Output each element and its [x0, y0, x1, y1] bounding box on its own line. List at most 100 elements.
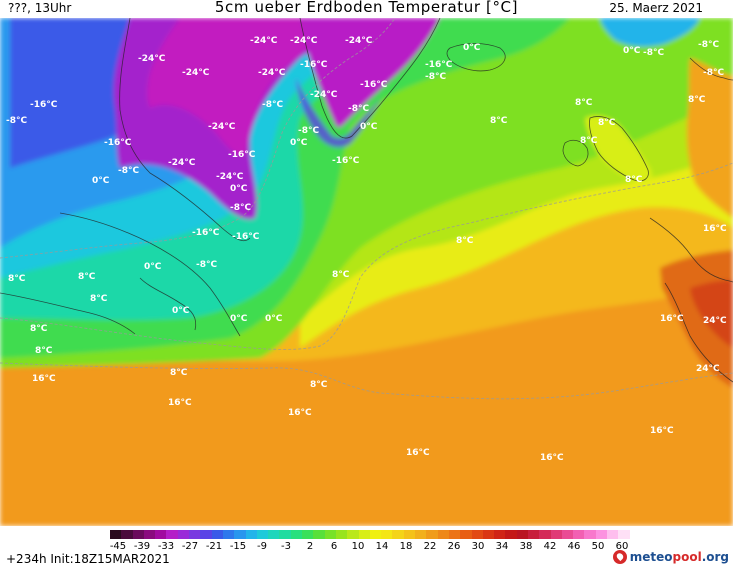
- temperature-label: 8°C: [78, 272, 96, 282]
- brand-part-pool: pool: [672, 550, 702, 564]
- temperature-label: 16°C: [650, 426, 674, 436]
- map-canvas: [0, 18, 733, 526]
- coast-scandinavia: [689, 57, 733, 81]
- legend-swatch: [313, 530, 325, 539]
- legend-tick: 22: [423, 541, 437, 552]
- coast-newfoundland: [139, 277, 197, 331]
- temperature-label: -16°C: [30, 100, 58, 110]
- temperature-label: 8°C: [688, 95, 706, 105]
- legend-swatch: [607, 530, 619, 539]
- temperature-label: 8°C: [456, 236, 474, 246]
- legend-swatch: [482, 530, 495, 539]
- temperature-label: -16°C: [300, 60, 328, 70]
- temperature-label: -8°C: [698, 40, 720, 50]
- legend-swatch: [132, 530, 144, 539]
- temperature-label: -24°C: [345, 36, 373, 46]
- legend-tick: 2: [306, 541, 314, 552]
- temperature-label: 16°C: [406, 448, 430, 458]
- temperature-label: 24°C: [703, 316, 727, 326]
- temperature-label: 0°C: [230, 184, 248, 194]
- legend-swatch: [121, 530, 133, 539]
- legend-swatch: [200, 530, 212, 539]
- temperature-label: 0°C: [265, 314, 283, 324]
- legend-tick: -33: [157, 541, 175, 552]
- temperature-label: -24°C: [310, 90, 338, 100]
- zone-british-isles: [585, 115, 652, 183]
- legend-tick: 10: [351, 541, 365, 552]
- temperature-label: -24°C: [290, 36, 318, 46]
- legend-swatch: [550, 530, 562, 539]
- temperature-label: -16°C: [228, 150, 256, 160]
- legend-swatch: [268, 530, 280, 539]
- coast-baffin: [119, 18, 251, 242]
- legend-tick: -9: [257, 541, 267, 552]
- temperature-label: -24°C: [168, 158, 196, 168]
- legend-swatch: [403, 530, 416, 539]
- legend-swatch: [448, 530, 461, 539]
- legend-swatch: [369, 530, 382, 539]
- legend-swatch: [143, 530, 156, 539]
- legend-swatch: [335, 530, 348, 539]
- temperature-label: -24°C: [258, 68, 286, 78]
- temperature-label: 16°C: [168, 398, 192, 408]
- temperature-label: 8°C: [625, 175, 643, 185]
- map-title: 5cm ueber Erdboden Temperatur [°C]: [214, 0, 519, 16]
- legend-swatch: [234, 530, 246, 539]
- legend-tick: -15: [229, 541, 247, 552]
- temperature-label: 0°C: [290, 138, 308, 148]
- legend-swatch: [516, 530, 528, 539]
- coast-britain: [589, 116, 649, 182]
- temperature-label: 8°C: [30, 324, 48, 334]
- legend-swatch: [211, 530, 223, 539]
- zone-magenta: [147, 18, 320, 155]
- legend-tick: 14: [375, 541, 389, 552]
- temperature-label: 16°C: [540, 453, 564, 463]
- temperature-label: 16°C: [703, 224, 727, 234]
- isotherm-8: [0, 162, 733, 350]
- legend-swatch: [392, 530, 404, 539]
- legend-tick: -21: [205, 541, 223, 552]
- coastlines: [0, 18, 733, 383]
- init-time-label: +234h Init:18Z15MAR2021: [6, 552, 170, 566]
- legend-swatch: [415, 530, 427, 539]
- legend-tick: -3: [281, 541, 291, 552]
- legend-swatch: [381, 530, 393, 539]
- legend-swatch: [155, 530, 167, 539]
- temperature-label: 8°C: [580, 136, 598, 146]
- legend-swatch: [584, 530, 596, 539]
- temperature-label: -16°C: [104, 138, 132, 148]
- temperature-label: 24°C: [696, 364, 720, 374]
- zone-greenland-coast: [296, 78, 382, 148]
- legend-swatch: [527, 530, 540, 539]
- legend-tick: 18: [399, 541, 413, 552]
- temperature-label: 0°C: [623, 46, 641, 56]
- temperature-label: -8°C: [262, 100, 284, 110]
- temperature-label: 8°C: [35, 346, 53, 356]
- isotherms: [0, 18, 733, 400]
- temperature-label: -8°C: [703, 68, 725, 78]
- legend-swatch: [279, 530, 291, 539]
- legend-tick: 38: [519, 541, 533, 552]
- coast-iceland: [446, 43, 506, 72]
- legend-swatch: [505, 530, 517, 539]
- meteopool-logo[interactable]: meteopool.org: [612, 548, 729, 566]
- temperature-label: -8°C: [118, 166, 140, 176]
- legend-swatch: [302, 530, 314, 539]
- legend-tick: 26: [447, 541, 461, 552]
- temperature-label: 0°C: [92, 176, 110, 186]
- temperature-label: -16°C: [332, 156, 360, 166]
- legend-tick: -39: [133, 541, 151, 552]
- meteopool-wordmark: meteopool.org: [630, 550, 729, 564]
- temperature-label: -8°C: [298, 126, 320, 136]
- legend-swatch: [573, 530, 585, 539]
- legend-swatch: [245, 530, 257, 539]
- legend-swatch: [471, 530, 483, 539]
- zone-greenland-ice: [300, 18, 440, 128]
- legend-swatch: [539, 530, 551, 539]
- zone-iberia-core: [690, 280, 733, 348]
- legend-swatch: [347, 530, 359, 539]
- legend-tick: -27: [181, 541, 199, 552]
- legend-swatch: [324, 530, 336, 539]
- meteopool-pin-icon: [612, 550, 627, 564]
- temperature-label: 0°C: [172, 306, 190, 316]
